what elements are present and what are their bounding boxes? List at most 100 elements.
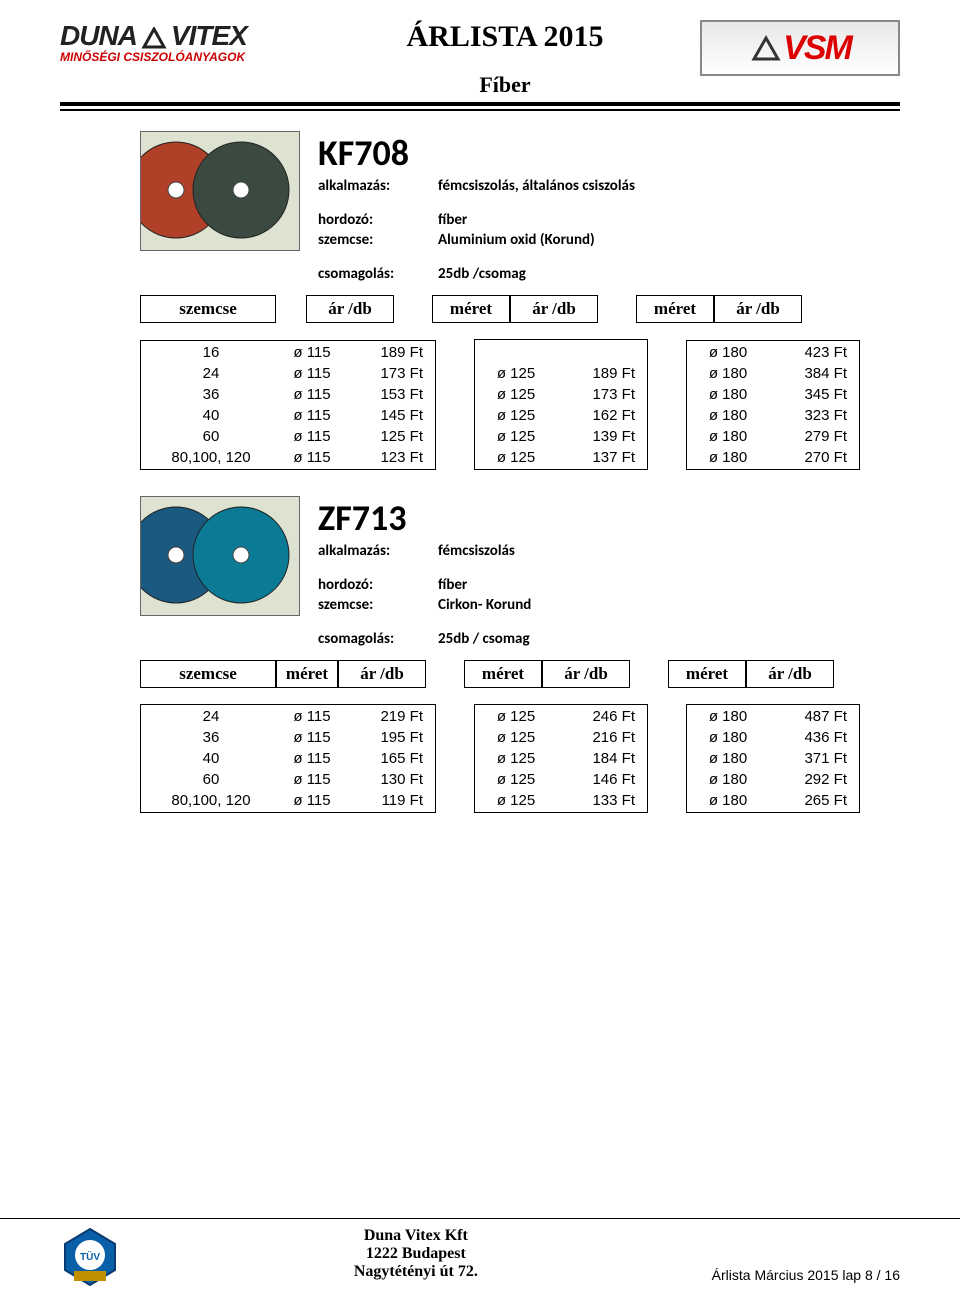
- cell-szemcse: 60: [143, 770, 279, 789]
- meta-row: szemcse:Aluminium oxid (Korund): [318, 231, 900, 249]
- column-header: méret: [432, 295, 510, 323]
- meta-value: 25db /csomag: [438, 265, 526, 283]
- footer-pageinfo: Árlista Március 2015 lap 8 / 16: [712, 1267, 900, 1287]
- table-row: ø 180436 Ft: [689, 728, 857, 747]
- column-header: ár /db: [510, 295, 598, 323]
- cell-meret: ø 125: [477, 406, 555, 425]
- cell-szemcse: 80,100, 120: [143, 791, 279, 810]
- cell-price: 246 Ft: [557, 707, 645, 726]
- meta-label: szemcse:: [318, 231, 438, 249]
- price-table: 16ø 115189 Ft 24ø 115173 Ft 36ø 115153 Ft 4…: [140, 340, 436, 470]
- table-row: ø 180279 Ft: [689, 427, 857, 446]
- cell-price: 436 Ft: [769, 728, 857, 747]
- column-header: ár /db: [746, 660, 834, 688]
- divider: [60, 102, 900, 106]
- cell-price: [557, 342, 645, 362]
- table-row: 80,100, 120ø 115123 Ft: [143, 448, 433, 467]
- product-section: KF708 alkalmazás:fémcsiszolás, általános …: [60, 131, 900, 285]
- cell-meret: ø 180: [689, 770, 767, 789]
- triangle-icon: [749, 34, 783, 62]
- column-header: szemcse: [140, 295, 276, 323]
- cell-meret: ø 125: [477, 427, 555, 446]
- cell-meret: ø 125: [477, 728, 555, 747]
- tables-row: 16ø 115189 Ft 24ø 115173 Ft 36ø 115153 Ft 4…: [140, 339, 900, 470]
- cell-price: 130 Ft: [345, 770, 433, 789]
- table-row: ø 180487 Ft: [689, 707, 857, 726]
- table-row: ø 125139 Ft: [477, 427, 645, 446]
- meta-row: csomagolás:25db /csomag: [318, 265, 900, 283]
- table-row: 40ø 115145 Ft: [143, 406, 433, 425]
- table-header-row: szemcseméretár /dbméretár /dbméretár /db: [140, 660, 900, 688]
- table-row: ø 125184 Ft: [477, 749, 645, 768]
- price-table: ø 180487 Ftø 180436 Ftø 180371 Ftø 18029…: [686, 704, 860, 813]
- cell-price: 219 Ft: [345, 707, 433, 726]
- cell-meret: ø 180: [689, 427, 767, 446]
- meta-row: alkalmazás:fémcsiszolás, általános csisz…: [318, 177, 900, 195]
- cell-meret: ø 180: [689, 749, 767, 768]
- column-header: méret: [636, 295, 714, 323]
- meta-value: Cirkon- Korund: [438, 596, 531, 614]
- table-row: 24ø 115173 Ft: [143, 364, 433, 383]
- meta-row: szemcse:Cirkon- Korund: [318, 596, 900, 614]
- table-row: ø 125216 Ft: [477, 728, 645, 747]
- meta-value: fémcsiszolás: [438, 542, 515, 560]
- cell-meret: ø 115: [281, 448, 343, 467]
- cell-meret: ø 125: [477, 770, 555, 789]
- table-row: 36ø 115153 Ft: [143, 385, 433, 404]
- meta-row: hordozó:fíber: [318, 211, 900, 229]
- tables-row: 24ø 115219 Ft36ø 115195 Ft40ø 115165 Ft6…: [140, 704, 900, 813]
- table-row: ø 180423 Ft: [689, 343, 857, 362]
- vsm-logo-box: VSM: [700, 20, 900, 76]
- cell-price: 184 Ft: [557, 749, 645, 768]
- cell-meret: ø 115: [281, 707, 343, 726]
- cell-meret: ø 180: [689, 343, 767, 362]
- cell-meret: ø 180: [689, 448, 767, 467]
- column-header: ár /db: [306, 295, 394, 323]
- cell-price: 279 Ft: [769, 427, 857, 446]
- cell-meret: [477, 342, 555, 362]
- cell-meret: ø 180: [689, 406, 767, 425]
- table-row: 60ø 115130 Ft: [143, 770, 433, 789]
- cell-meret: ø 115: [281, 770, 343, 789]
- logo-subtitle: MINŐSÉGI CSISZOLÓANYAGOK: [60, 50, 310, 64]
- cell-price: 125 Ft: [345, 427, 433, 446]
- cell-meret: ø 125: [477, 791, 555, 810]
- footer-address2: Nagytétényi út 72.: [120, 1263, 712, 1281]
- cell-price: 123 Ft: [345, 448, 433, 467]
- meta-label: csomagolás:: [318, 265, 438, 283]
- meta-row: csomagolás:25db / csomag: [318, 630, 900, 648]
- footer-address1: 1222 Budapest: [120, 1245, 712, 1263]
- product-code: KF708: [318, 131, 900, 175]
- table-row: ø 125146 Ft: [477, 770, 645, 789]
- table-row: 60ø 115125 Ft: [143, 427, 433, 446]
- table-row: 16ø 115189 Ft: [143, 343, 433, 362]
- cell-meret: ø 115: [281, 749, 343, 768]
- column-header: ár /db: [338, 660, 426, 688]
- cell-meret: ø 115: [281, 728, 343, 747]
- tuv-badge-icon: TÜV: [60, 1227, 120, 1287]
- cell-price: 487 Ft: [769, 707, 857, 726]
- cell-price: 153 Ft: [345, 385, 433, 404]
- page-title: ÁRLISTA 2015: [310, 20, 700, 54]
- column-header: méret: [464, 660, 542, 688]
- cell-price: 265 Ft: [769, 791, 857, 810]
- cell-meret: ø 180: [689, 364, 767, 383]
- table-row: ø 180265 Ft: [689, 791, 857, 810]
- cell-price: 292 Ft: [769, 770, 857, 789]
- cell-price: 216 Ft: [557, 728, 645, 747]
- cell-meret: ø 180: [689, 791, 767, 810]
- cell-meret: ø 180: [689, 385, 767, 404]
- cell-meret: ø 125: [477, 385, 555, 404]
- page-header: DUNA VITEX MINŐSÉGI CSISZOLÓANYAGOK ÁRLI…: [60, 20, 900, 98]
- product-meta: KF708 alkalmazás:fémcsiszolás, általános …: [318, 131, 900, 285]
- cell-szemcse: 80,100, 120: [143, 448, 279, 467]
- triangle-icon: [140, 20, 168, 52]
- price-table: ø 125246 Ftø 125216 Ftø 125184 Ftø 12514…: [474, 704, 648, 813]
- cell-price: 345 Ft: [769, 385, 857, 404]
- cell-szemcse: 24: [143, 707, 279, 726]
- meta-label: szemcse:: [318, 596, 438, 614]
- cell-meret: ø 125: [477, 749, 555, 768]
- table-row: ø 125137 Ft: [477, 448, 645, 467]
- table-row: ø 180323 Ft: [689, 406, 857, 425]
- meta-value: 25db / csomag: [438, 630, 530, 648]
